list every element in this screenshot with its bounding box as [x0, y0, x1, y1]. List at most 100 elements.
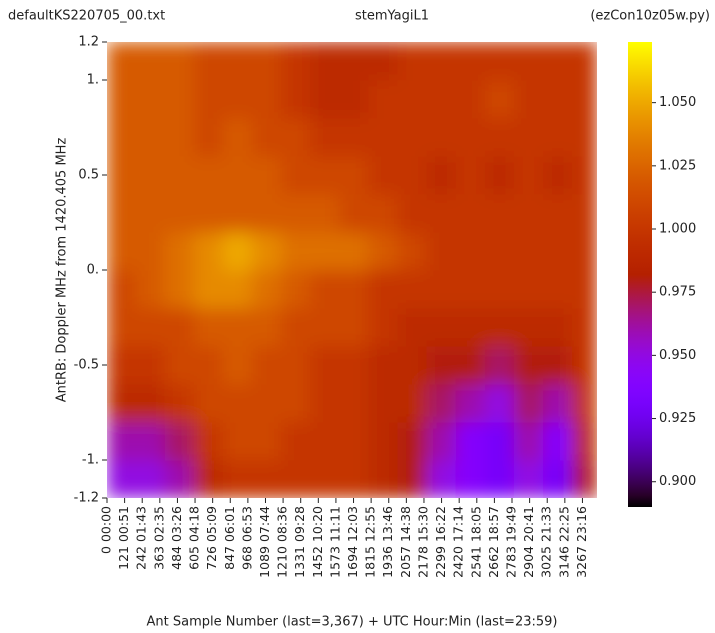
heat-cell [252, 231, 283, 271]
heat-cell [164, 42, 195, 81]
heat-cell [368, 155, 399, 195]
heat-cell [281, 421, 312, 461]
heat-cell [135, 193, 166, 233]
x-tick-label: 3146 22:25 [556, 506, 571, 578]
x-tick-label: 1936 13:46 [380, 506, 395, 578]
heat-cell [339, 307, 370, 347]
heat-cell [426, 383, 457, 423]
heat-cell [339, 383, 370, 423]
heat-cell [543, 269, 574, 309]
heat-cell [455, 193, 486, 233]
heat-cell [426, 42, 457, 81]
heat-cell [484, 459, 515, 498]
heat-cell [252, 383, 283, 423]
heat-cell [484, 383, 515, 423]
heat-cell [107, 269, 137, 309]
heat-cell [455, 42, 486, 81]
heat-cell [310, 155, 341, 195]
heat-cell [484, 193, 515, 233]
x-tick-label: 1815 12:55 [363, 506, 378, 578]
heat-cell [368, 42, 399, 81]
heat-cell [135, 269, 166, 309]
heat-cell [164, 117, 195, 157]
x-tick-label: 2904 20:41 [521, 506, 536, 578]
heat-cell [339, 79, 370, 119]
y-tick-label: 0.5 [78, 168, 99, 183]
y-axis-label: AntRB: Doppler MHz from 1420.405 MHz [55, 138, 70, 403]
heat-cell [368, 193, 399, 233]
heat-cell [339, 421, 370, 461]
heat-cell [572, 193, 597, 233]
heat-cell [135, 459, 166, 498]
heat-cell [252, 42, 283, 81]
heatmap-cells [107, 42, 597, 498]
colorbar [628, 42, 652, 507]
heat-cell [193, 193, 224, 233]
heat-cell [164, 231, 195, 271]
heat-cell [426, 345, 457, 385]
y-tick-label: 0. [87, 263, 99, 278]
heat-cell [426, 79, 457, 119]
heat-cell [107, 155, 137, 195]
heat-cell [252, 193, 283, 233]
heat-cell [484, 345, 515, 385]
heat-cell [397, 42, 428, 81]
heat-cell [572, 79, 597, 119]
heat-cell [339, 155, 370, 195]
heat-cell [368, 383, 399, 423]
heat-cell [281, 459, 312, 498]
y-tick-label: 1.2 [78, 35, 99, 50]
heat-cell [252, 421, 283, 461]
heat-cell [310, 117, 341, 157]
heat-cell [368, 231, 399, 271]
heat-cell [310, 42, 341, 81]
heat-cell [455, 79, 486, 119]
heat-cell [135, 421, 166, 461]
heat-cell [339, 459, 370, 498]
heat-cell [513, 307, 545, 347]
heat-cell [455, 421, 486, 461]
heat-cell [310, 421, 341, 461]
heat-cell [484, 155, 515, 195]
heat-cell [543, 117, 574, 157]
heat-cell [252, 155, 283, 195]
colorbar-tick-label: 1.050 [659, 95, 696, 110]
heat-cell [368, 307, 399, 347]
heat-cell [572, 42, 597, 81]
heat-cell [426, 117, 457, 157]
heat-cell [164, 421, 195, 461]
heat-cell [513, 42, 545, 81]
heat-cell [310, 307, 341, 347]
heat-cell [572, 269, 597, 309]
heat-cell [339, 269, 370, 309]
heat-cell [135, 307, 166, 347]
heat-cell [339, 117, 370, 157]
heat-cell [281, 383, 312, 423]
y-tick-label: 1. [87, 73, 99, 88]
heat-cell [543, 155, 574, 195]
heat-cell [543, 383, 574, 423]
heat-cell [339, 42, 370, 81]
heat-cell [281, 79, 312, 119]
heat-cell [572, 231, 597, 271]
heat-cell [281, 345, 312, 385]
heat-cell [107, 193, 137, 233]
heat-cell [193, 345, 224, 385]
colorbar-tick-label: 0.975 [659, 285, 696, 300]
heat-cell [222, 42, 254, 81]
heat-cell [572, 155, 597, 195]
colorbar-tick-label: 1.000 [659, 222, 696, 237]
heat-cell [484, 231, 515, 271]
heat-cell [310, 383, 341, 423]
heat-cell [543, 193, 574, 233]
heat-cell [310, 459, 341, 498]
heat-cell [135, 231, 166, 271]
x-tick-label: 2057 14:38 [398, 506, 413, 578]
heat-cell [397, 307, 428, 347]
x-tick-label: 1573 11:11 [327, 506, 342, 578]
heat-cell [339, 231, 370, 271]
heat-cell [222, 79, 254, 119]
heat-cell [455, 155, 486, 195]
heat-cell [193, 269, 224, 309]
heat-cell [455, 231, 486, 271]
